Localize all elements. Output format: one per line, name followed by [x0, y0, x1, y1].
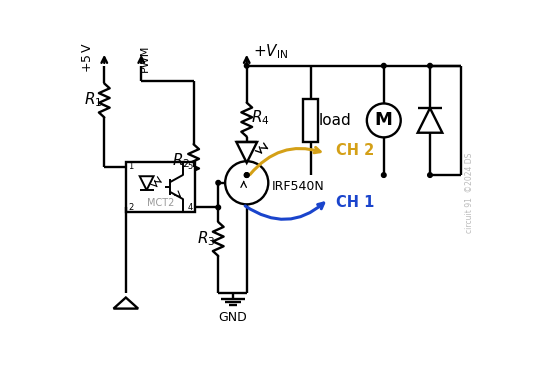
Text: CH 2: CH 2 — [336, 143, 374, 158]
Text: circuit 91  ©2024 DS: circuit 91 ©2024 DS — [465, 153, 474, 233]
Text: $R_3$: $R_3$ — [197, 230, 215, 248]
Circle shape — [245, 173, 249, 178]
Text: MCT2: MCT2 — [147, 198, 174, 208]
Text: IRF540N: IRF540N — [272, 180, 325, 193]
FancyBboxPatch shape — [303, 99, 318, 142]
Circle shape — [245, 63, 249, 68]
Text: CH 1: CH 1 — [336, 195, 374, 210]
Text: 4: 4 — [187, 203, 193, 212]
Circle shape — [216, 181, 221, 185]
Circle shape — [381, 173, 386, 178]
Text: $R_4$: $R_4$ — [251, 108, 270, 126]
Circle shape — [225, 161, 268, 204]
Text: load: load — [319, 113, 352, 128]
Circle shape — [381, 63, 386, 68]
Text: 2: 2 — [128, 203, 134, 212]
Text: 1: 1 — [128, 162, 134, 171]
Text: $R_2$: $R_2$ — [172, 151, 191, 170]
Circle shape — [428, 173, 433, 178]
Text: PWM: PWM — [140, 45, 150, 72]
Text: $+5\,\mathrm{V}$: $+5\,\mathrm{V}$ — [81, 43, 95, 74]
FancyBboxPatch shape — [126, 162, 195, 212]
Text: $R_1$: $R_1$ — [83, 90, 102, 109]
Circle shape — [216, 205, 221, 210]
Circle shape — [367, 104, 400, 137]
Circle shape — [245, 173, 249, 178]
Text: $+V_{\mathrm{IN}}$: $+V_{\mathrm{IN}}$ — [253, 43, 288, 61]
Text: M: M — [375, 111, 392, 130]
Text: 5: 5 — [187, 162, 193, 171]
Circle shape — [428, 63, 433, 68]
Text: GND: GND — [218, 311, 247, 323]
